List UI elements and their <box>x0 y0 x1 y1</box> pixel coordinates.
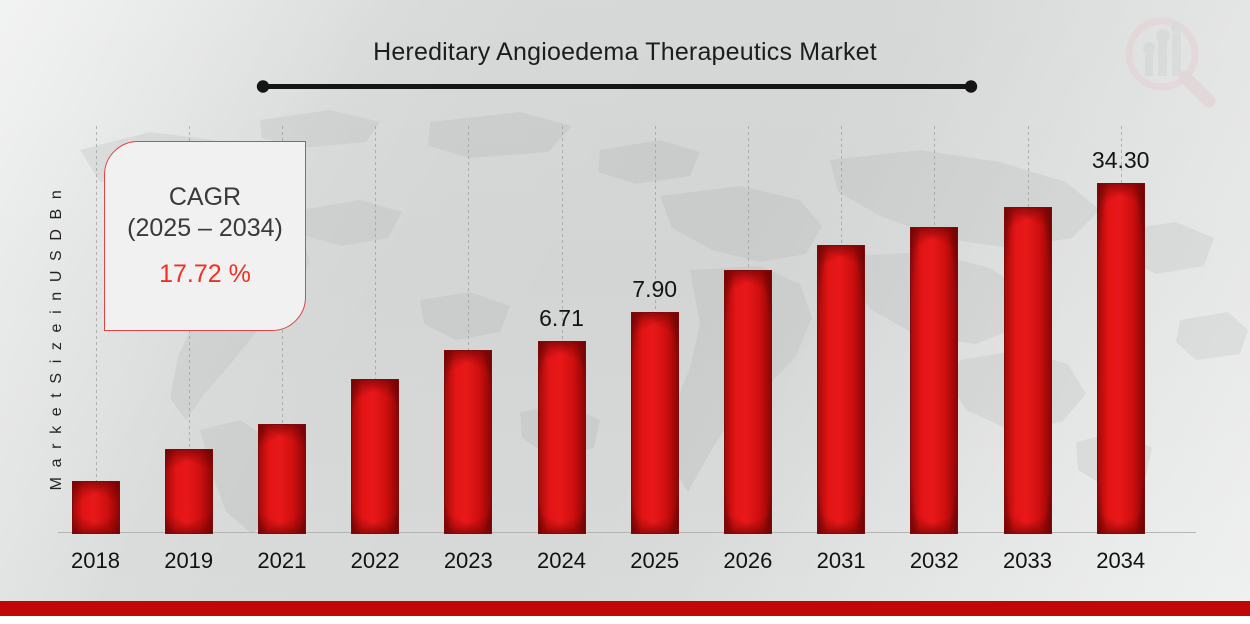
cagr-label: CAGR <box>168 182 242 211</box>
bar-bottom-bevel <box>538 513 585 533</box>
bar-bottom-bevel <box>724 513 771 533</box>
bar-top-bevel <box>1097 184 1144 206</box>
bar-bottom-bevel <box>445 513 492 533</box>
bar-2018[interactable] <box>71 481 120 534</box>
bar-top-bevel <box>724 271 771 293</box>
bar-top-bevel <box>445 351 492 373</box>
bar-2032[interactable] <box>910 227 959 534</box>
bar-2033[interactable] <box>1003 207 1052 534</box>
x-tick-2021: 2021 <box>257 548 307 573</box>
x-tick-2033: 2033 <box>1003 548 1052 573</box>
bar-2023[interactable] <box>444 350 493 534</box>
x-tick-2018: 2018 <box>71 548 120 573</box>
data-label-2025: 7.90 <box>632 276 678 302</box>
bar-2034[interactable] <box>1096 183 1145 534</box>
title-underline-rule <box>256 80 978 93</box>
bar-bottom-bevel <box>165 513 212 533</box>
bar-2031[interactable] <box>817 245 866 534</box>
chart-title: Hereditary Angioedema Therapeutics Marke… <box>373 38 877 66</box>
x-tick-2032: 2032 <box>909 548 959 573</box>
bar-top-bevel <box>818 246 865 268</box>
x-tick-2026: 2026 <box>723 548 773 573</box>
data-label-2024: 6.71 <box>539 305 584 331</box>
x-tick-2022: 2022 <box>350 548 400 573</box>
cagr-period: (2025 – 2034) <box>127 214 283 243</box>
x-tick-2034: 2034 <box>1096 548 1146 573</box>
x-tick-2019: 2019 <box>164 548 214 573</box>
bar-top-bevel <box>1004 208 1051 230</box>
bottom-white-strip <box>0 616 1250 624</box>
bar-bottom-bevel <box>818 513 865 533</box>
x-tick-2023: 2023 <box>443 548 493 573</box>
cagr-value: 17.72 % <box>159 259 251 288</box>
x-tick-2024: 2024 <box>537 548 586 573</box>
bar-top-bevel <box>911 228 958 250</box>
bar-top-bevel <box>631 313 678 335</box>
gridline <box>375 126 377 532</box>
bar-bottom-bevel <box>631 513 678 533</box>
gridline <box>561 126 563 532</box>
bar-2022[interactable] <box>351 379 400 534</box>
x-tick-2031: 2031 <box>816 548 866 573</box>
bar-2024[interactable] <box>537 341 586 534</box>
logo-watermark-icon <box>1125 17 1216 108</box>
bottom-accent-band <box>0 601 1250 616</box>
bar-top-bevel <box>538 342 585 364</box>
gridline <box>95 126 97 532</box>
bar-2021[interactable] <box>257 424 306 534</box>
x-axis-baseline <box>58 532 1196 533</box>
bar-bottom-bevel <box>911 513 958 533</box>
bar-2019[interactable] <box>164 449 213 534</box>
bar-top-bevel <box>258 425 305 447</box>
bar-bottom-bevel <box>1097 513 1144 533</box>
x-tick-2025: 2025 <box>630 548 680 573</box>
bar-top-bevel <box>352 380 399 402</box>
bar-2025[interactable] <box>630 312 679 534</box>
bar-bottom-bevel <box>258 513 305 533</box>
gridline <box>468 126 470 532</box>
bar-2026[interactable] <box>723 270 772 534</box>
data-label-2034: 34.30 <box>1091 147 1150 173</box>
bar-top-bevel <box>72 482 119 504</box>
bar-bottom-bevel <box>72 513 119 533</box>
bar-bottom-bevel <box>352 513 399 533</box>
bar-bottom-bevel <box>1004 513 1051 533</box>
cagr-callout: CAGR (2025 – 2034) 17.72 % <box>104 141 306 331</box>
bar-top-bevel <box>165 450 212 472</box>
